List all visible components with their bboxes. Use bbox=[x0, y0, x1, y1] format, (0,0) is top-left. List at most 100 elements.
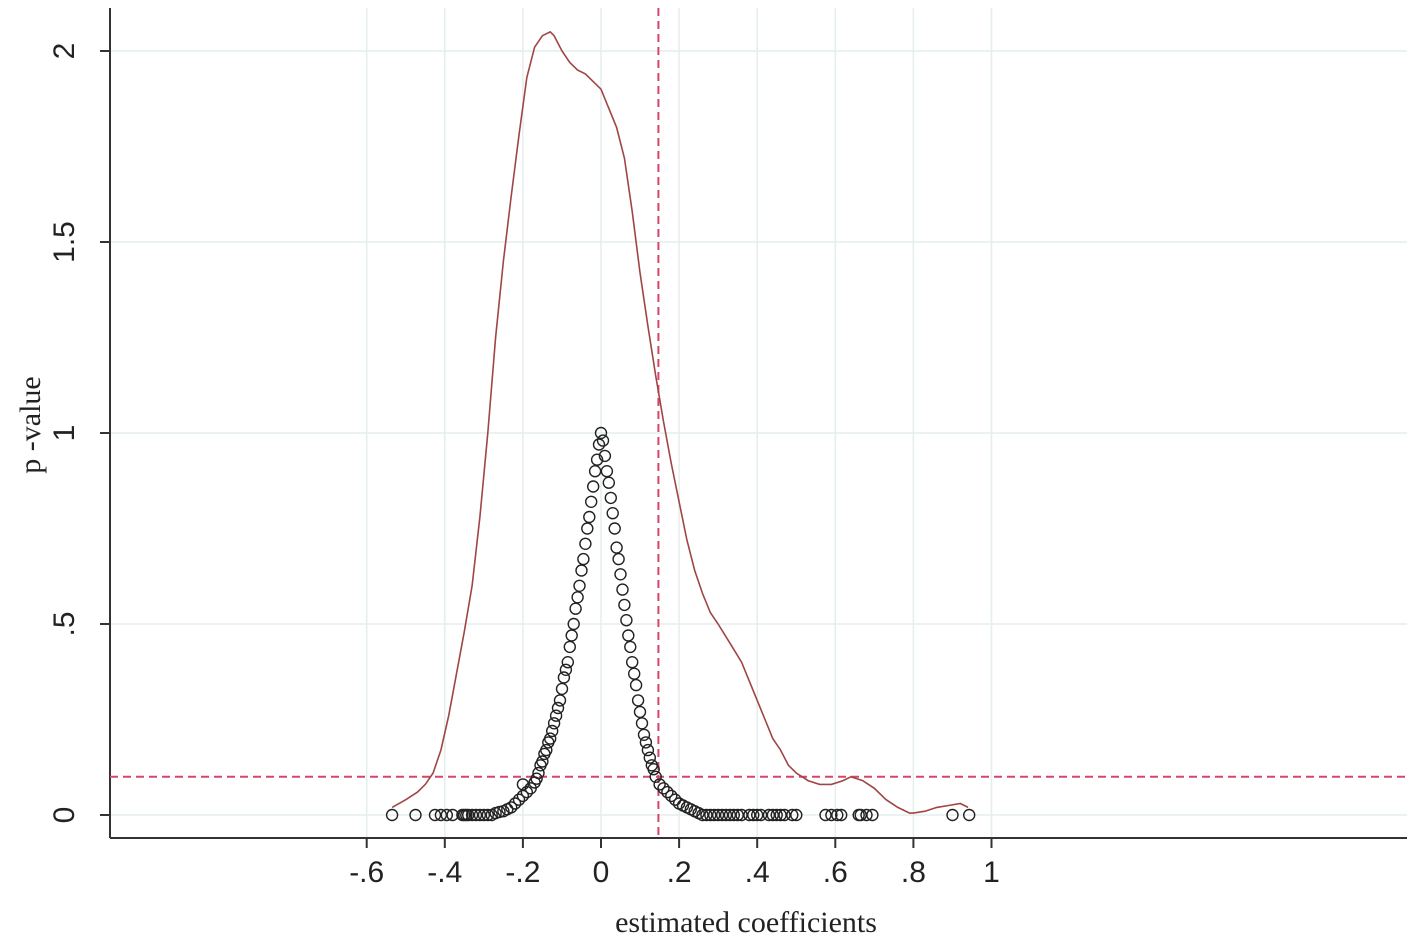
scatter-point bbox=[647, 763, 660, 776]
scatter-point bbox=[639, 736, 653, 749]
density-curve-group bbox=[391, 30, 969, 814]
scatter-point bbox=[540, 743, 553, 757]
scatter-point bbox=[866, 808, 879, 822]
scatter-point bbox=[747, 808, 760, 822]
scatter-point bbox=[649, 770, 662, 783]
density-curve bbox=[391, 30, 969, 814]
scatter-point bbox=[719, 808, 733, 822]
y-tick-label: 2 bbox=[48, 43, 81, 60]
scatter-point bbox=[553, 694, 567, 707]
scatter-point bbox=[409, 808, 422, 822]
scatter-point bbox=[711, 808, 725, 822]
scatter-point bbox=[567, 617, 580, 631]
scatter-point bbox=[751, 808, 764, 822]
scatter-point bbox=[588, 465, 602, 478]
scatter-point bbox=[643, 751, 656, 764]
x-tick-label: .2 bbox=[667, 856, 692, 889]
scatter-point bbox=[604, 491, 617, 505]
scatter-point bbox=[536, 755, 549, 768]
y-axis-title: p -value bbox=[14, 376, 47, 473]
scatter-point bbox=[778, 808, 791, 822]
y-tick-label: 1 bbox=[48, 425, 81, 442]
scatter-point bbox=[505, 801, 518, 814]
scatter-point bbox=[735, 808, 748, 822]
scatter-point bbox=[530, 772, 543, 785]
scatter-point bbox=[819, 808, 832, 822]
scatter-point bbox=[606, 507, 619, 520]
scatter-point bbox=[512, 793, 526, 806]
axes bbox=[100, 8, 1407, 848]
scatter-point bbox=[637, 728, 651, 741]
scatter-point bbox=[766, 808, 779, 822]
scatter-point bbox=[573, 579, 586, 592]
scatter-point bbox=[624, 640, 637, 654]
scatter-point bbox=[477, 808, 491, 822]
scatter-point bbox=[469, 808, 483, 822]
scatter-point bbox=[581, 522, 594, 535]
scatter-point bbox=[628, 667, 641, 680]
scatter-point bbox=[635, 717, 649, 730]
scatter-point bbox=[563, 640, 576, 654]
scatter-point bbox=[575, 564, 588, 577]
scatter-point bbox=[440, 808, 453, 822]
scatter-point bbox=[825, 808, 838, 822]
scatter-point bbox=[727, 808, 740, 822]
scatter-point bbox=[561, 656, 574, 669]
scatter-point bbox=[565, 629, 578, 642]
scatter-point bbox=[465, 808, 479, 822]
scatter-markers bbox=[385, 426, 976, 822]
scatter-point bbox=[708, 808, 721, 822]
scatter-point bbox=[608, 522, 621, 535]
x-tick-label: .8 bbox=[901, 856, 926, 889]
scatter-point bbox=[385, 808, 399, 822]
scatter-point bbox=[598, 449, 612, 463]
scatter-point bbox=[516, 778, 530, 791]
grid bbox=[110, 8, 1407, 838]
scatter-point bbox=[715, 808, 729, 822]
scatter-point bbox=[774, 808, 787, 822]
scatter-point bbox=[661, 785, 674, 799]
scatter-point bbox=[754, 808, 768, 822]
x-tick-label: .4 bbox=[745, 856, 770, 889]
scatter-point bbox=[831, 808, 844, 822]
scatter-point bbox=[551, 701, 565, 715]
scatter-point bbox=[546, 724, 559, 738]
scatter-point bbox=[704, 808, 717, 822]
y-tick-label: 1.5 bbox=[48, 221, 81, 263]
scatter-point bbox=[592, 438, 606, 451]
scatter-point bbox=[616, 583, 629, 596]
scatter-point bbox=[602, 476, 615, 489]
scatter-point bbox=[620, 614, 633, 627]
scatter-point bbox=[731, 808, 744, 822]
scatter-point bbox=[559, 663, 573, 676]
x-tick-label: -.2 bbox=[505, 856, 540, 889]
scatter-point bbox=[854, 808, 867, 822]
scatter-point bbox=[434, 808, 448, 822]
scatter-point bbox=[963, 808, 976, 822]
scatter-point bbox=[481, 808, 494, 822]
scatter-point bbox=[657, 782, 670, 795]
scatter-point bbox=[508, 797, 522, 810]
scatter-point bbox=[590, 453, 604, 466]
scatter-point bbox=[669, 793, 682, 806]
scatter-point bbox=[569, 602, 582, 615]
scatter-point bbox=[770, 808, 783, 822]
x-tick-label: 1 bbox=[983, 856, 1000, 889]
tick-labels: -.6 -.4 -.2 0 .2 .4 .6 .8 1 0 .5 1 1.5 2 bbox=[48, 43, 1000, 889]
scatter-point bbox=[428, 808, 442, 822]
scatter-point bbox=[612, 552, 625, 566]
scatter-point bbox=[473, 808, 487, 822]
scatter-point bbox=[626, 656, 639, 669]
scatter-point bbox=[583, 510, 596, 524]
scatter-point bbox=[618, 598, 631, 612]
x-tick-label: .6 bbox=[823, 856, 848, 889]
scatter-point bbox=[555, 682, 569, 696]
scatter-point bbox=[860, 808, 873, 822]
x-tick-label: -.6 bbox=[349, 856, 384, 889]
scatter-point bbox=[549, 709, 563, 722]
scatter-point bbox=[835, 808, 848, 822]
scatter-point bbox=[653, 778, 666, 791]
scatter-point bbox=[614, 568, 627, 581]
x-tick-label: 0 bbox=[593, 856, 610, 889]
scatter-point bbox=[790, 808, 803, 822]
